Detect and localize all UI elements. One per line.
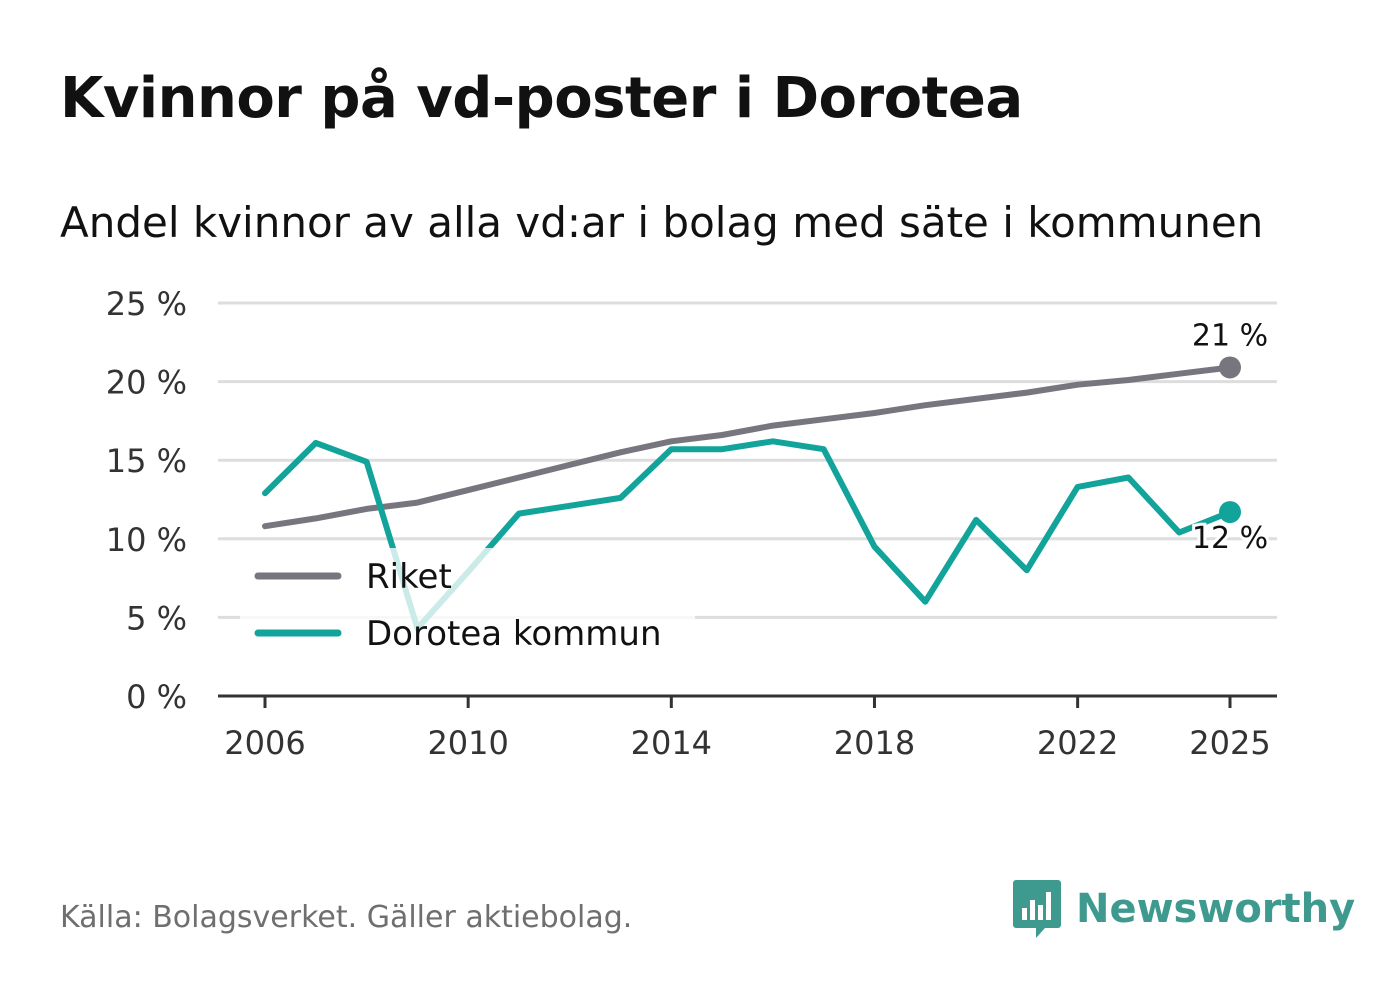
chart-subtitle: Andel kvinnor av alla vd:ar i bolag med … [60, 198, 1264, 247]
end-value-label-dorotea: 12 % [1192, 521, 1268, 556]
x-tick-label: 2014 [631, 724, 712, 762]
end-marker-dorotea [1219, 501, 1241, 524]
y-tick-label: 15 % [106, 442, 187, 480]
x-tick-label: 2010 [427, 724, 508, 762]
legend-label-riket: Riket [366, 557, 452, 597]
y-tick-label: 25 % [106, 285, 187, 323]
y-axis-tick-labels: 0 % 5 % 10 % 15 % 20 % 25 % [106, 285, 187, 716]
series-line-riket [262, 364, 1233, 530]
bar-chart-speech-bubble-icon [1013, 880, 1061, 938]
x-tick-label: 2025 [1189, 724, 1270, 762]
end-value-label-riket: 21 % [1192, 318, 1268, 353]
source-note: Källa: Bolagsverket. Gäller aktiebolag. [60, 900, 633, 935]
brand-logo: Newsworthy [1012, 878, 1355, 940]
chart-title: Kvinnor på vd-poster i Dorotea [60, 66, 1023, 131]
legend-label-dorotea: Dorotea kommun [366, 614, 662, 654]
end-value-labels: 21 % 12 % [1189, 315, 1271, 559]
y-tick-label: 20 % [106, 364, 187, 402]
y-tick-label: 0 % [126, 678, 187, 716]
x-tick-label: 2022 [1037, 724, 1118, 762]
x-tick-label: 2018 [834, 724, 915, 762]
x-axis: 2006 2010 2014 2018 2022 2025 [218, 694, 1277, 762]
brand-name: Newsworthy [1076, 886, 1356, 932]
y-tick-label: 10 % [106, 521, 187, 559]
y-tick-label: 5 % [126, 599, 187, 637]
legend: Riket Dorotea kommun [240, 548, 695, 662]
end-marker-riket [1219, 356, 1241, 379]
legend-background [240, 548, 695, 662]
x-tick-label: 2006 [224, 724, 305, 762]
